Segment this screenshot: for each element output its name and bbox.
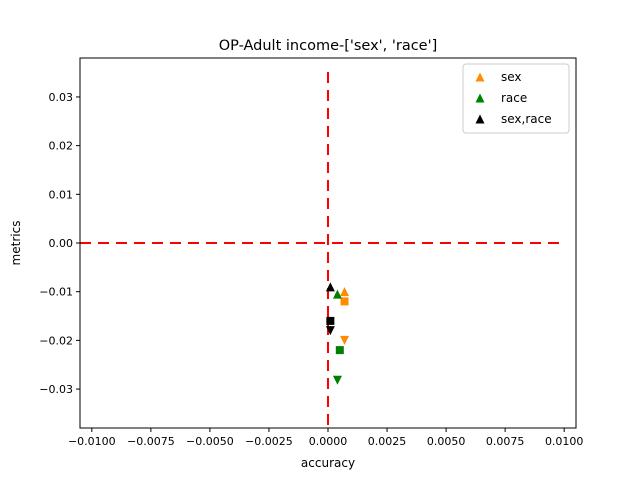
x-tick-label: 0.0000: [309, 435, 348, 448]
data-point-sex-race-1: [326, 316, 335, 325]
data-point-sex-race-0: [325, 282, 335, 292]
x-tick-label: −0.0100: [68, 435, 116, 448]
x-tick-label: 0.0075: [486, 435, 525, 448]
x-tick-label: −0.0050: [186, 435, 234, 448]
data-point-sex-2: [340, 335, 350, 345]
legend-label: race: [501, 91, 527, 105]
data-point-race-1: [335, 346, 344, 355]
x-axis-label: accuracy: [301, 456, 355, 470]
legend-box: [462, 63, 570, 134]
y-tick-label: 0.03: [49, 91, 74, 104]
chart-title: OP-Adult income-['sex', 'race']: [219, 38, 438, 54]
legend-label: sex: [501, 70, 522, 84]
y-tick-label: −0.03: [39, 383, 73, 396]
legend-label: sex,race: [501, 112, 552, 126]
x-tick-label: −0.0025: [245, 435, 293, 448]
legend-marker: [475, 72, 485, 82]
data-point-sex-race-2: [325, 326, 335, 336]
legend-marker: [475, 93, 485, 103]
data-point-race-0: [332, 289, 342, 299]
y-tick-label: 0.00: [49, 237, 74, 250]
x-tick-label: 0.0100: [545, 435, 584, 448]
y-tick-label: −0.02: [39, 334, 73, 347]
x-tick-label: 0.0025: [368, 435, 407, 448]
data-point-sex-1: [340, 297, 349, 306]
x-tick-label: 0.0050: [427, 435, 466, 448]
data-point-sex-0: [340, 287, 350, 297]
y-tick-label: 0.02: [49, 140, 74, 153]
legend: sex race sex,race: [462, 63, 570, 134]
x-tick-label: −0.0075: [127, 435, 175, 448]
y-axis-label: metrics: [9, 221, 23, 266]
legend-marker: [475, 114, 485, 124]
y-tick-label: −0.01: [39, 286, 73, 299]
data-point-race-2: [332, 375, 342, 385]
y-tick-label: 0.01: [49, 188, 74, 201]
